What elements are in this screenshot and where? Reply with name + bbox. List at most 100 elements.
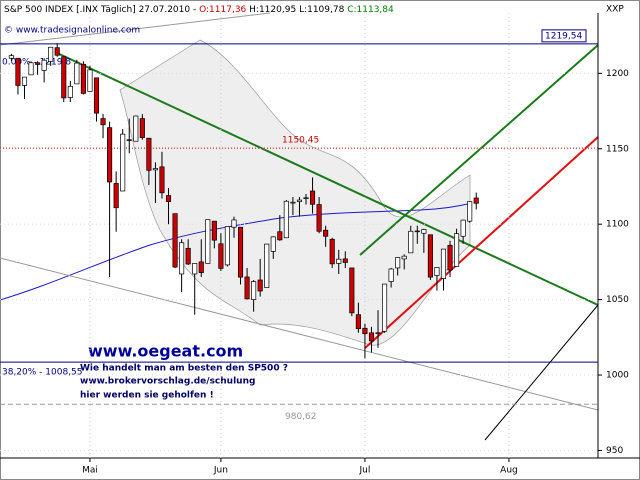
- level-label-box: [541, 29, 587, 43]
- candle-body: [447, 244, 453, 271]
- candle-body: [303, 197, 309, 199]
- candle-body: [349, 267, 355, 314]
- candle-body: [159, 166, 165, 194]
- x-tick-label: Mai: [82, 466, 98, 476]
- candle-body: [35, 62, 41, 65]
- candle-body: [146, 137, 152, 171]
- x-tick-label: Jul: [358, 466, 370, 476]
- channel-line: [0, 257, 599, 411]
- candle-body: [434, 267, 440, 276]
- candle-body: [67, 85, 73, 98]
- candle-body: [310, 190, 316, 205]
- candle-body: [107, 127, 113, 183]
- candle-body: [218, 243, 224, 269]
- channel-line: [0, 12, 271, 46]
- candle-body: [28, 62, 34, 76]
- candle-body: [414, 230, 420, 233]
- candle-body: [290, 201, 296, 204]
- candle-body: [316, 204, 322, 232]
- candle-body: [277, 231, 283, 241]
- x-tick-label: Aug: [500, 466, 518, 476]
- candle-body: [355, 314, 361, 330]
- bollinger-band: [119, 39, 471, 346]
- candle-body: [139, 118, 145, 138]
- candle-body: [100, 118, 106, 126]
- title-text: S&P 500 INDEX [.INX Täglich] 27.07.2010 …: [4, 5, 196, 15]
- candle-body: [165, 195, 172, 202]
- candle-body: [80, 63, 86, 94]
- candle-body: [382, 283, 388, 332]
- candle-body: [74, 62, 80, 85]
- candle-body: [251, 281, 257, 300]
- candle-body: [205, 219, 211, 264]
- title-close: C:1113,84: [347, 5, 394, 15]
- candle-body: [185, 247, 191, 265]
- candle-body: [362, 327, 368, 335]
- candle-body: [211, 220, 217, 241]
- candle-body: [179, 242, 185, 275]
- candle-body: [15, 57, 21, 86]
- y-tick-label: 1100: [606, 220, 629, 230]
- candle-body: [368, 332, 375, 342]
- candle-body: [421, 229, 427, 234]
- candle-body: [408, 230, 414, 254]
- y-tick-label: 1000: [606, 371, 629, 381]
- trend-line: [484, 304, 599, 441]
- candle-body: [126, 139, 132, 141]
- candle-body: [48, 46, 54, 62]
- candle-body: [336, 258, 342, 264]
- candle-body: [257, 279, 263, 292]
- trend-line: [54, 51, 599, 306]
- promo-line: Wie handelt man am besten den SP500 ?: [80, 364, 288, 374]
- trend-line: [364, 136, 599, 349]
- candle-body: [329, 238, 335, 265]
- candle-body: [54, 47, 60, 56]
- candle-body: [388, 268, 394, 282]
- candle-body: [198, 261, 204, 273]
- level-label: 38,20% - 1008,55: [2, 368, 83, 378]
- candle-body: [296, 199, 303, 202]
- candle-body: [283, 200, 289, 239]
- candle-body: [41, 59, 47, 71]
- promo-line: www.brokervorschlag.de/schulung: [80, 377, 255, 387]
- candle-body: [323, 229, 329, 237]
- candle-body: [87, 69, 93, 92]
- candle-body: [93, 77, 100, 114]
- title-low: L:1109,78: [299, 5, 345, 15]
- candle-body: [427, 234, 433, 278]
- candle-body: [375, 332, 381, 334]
- candle-body: [454, 233, 460, 267]
- candle-body: [244, 276, 250, 300]
- candle-body: [224, 226, 230, 266]
- moving-average: [0, 202, 473, 301]
- y-tick-label: 950: [606, 446, 623, 456]
- copyright: © www.tradesignalonline.com: [4, 26, 140, 36]
- title-high: H:1120,95: [249, 5, 296, 15]
- candle-body: [21, 76, 28, 86]
- candle-body: [133, 115, 139, 142]
- x-tick-label: Jun: [213, 466, 228, 476]
- y-tick-label: 1050: [606, 295, 629, 305]
- candle-body: [113, 183, 119, 209]
- y-tick-label: 1150: [606, 144, 629, 154]
- candle-body: [192, 263, 198, 275]
- level-label: 1219,54: [545, 31, 582, 41]
- candle-body: [8, 55, 14, 59]
- candle-body: [395, 257, 401, 269]
- corner-label: XXP: [606, 5, 624, 15]
- candle-body: [473, 197, 479, 204]
- candle-body: [172, 213, 178, 268]
- candle-body: [467, 201, 473, 222]
- promo-line: hier werden sie geholfen !: [80, 391, 214, 401]
- level-label: 1150,45: [282, 136, 319, 146]
- candle-body: [61, 56, 67, 99]
- trend-line: [359, 44, 599, 256]
- candle-body: [120, 133, 126, 192]
- candle-body: [152, 168, 158, 171]
- title-open: O:1117,36: [199, 5, 246, 15]
- candle-body: [401, 255, 407, 260]
- candle-body: [231, 219, 237, 228]
- y-tick-label: 1200: [606, 69, 629, 79]
- candle-body: [270, 236, 276, 252]
